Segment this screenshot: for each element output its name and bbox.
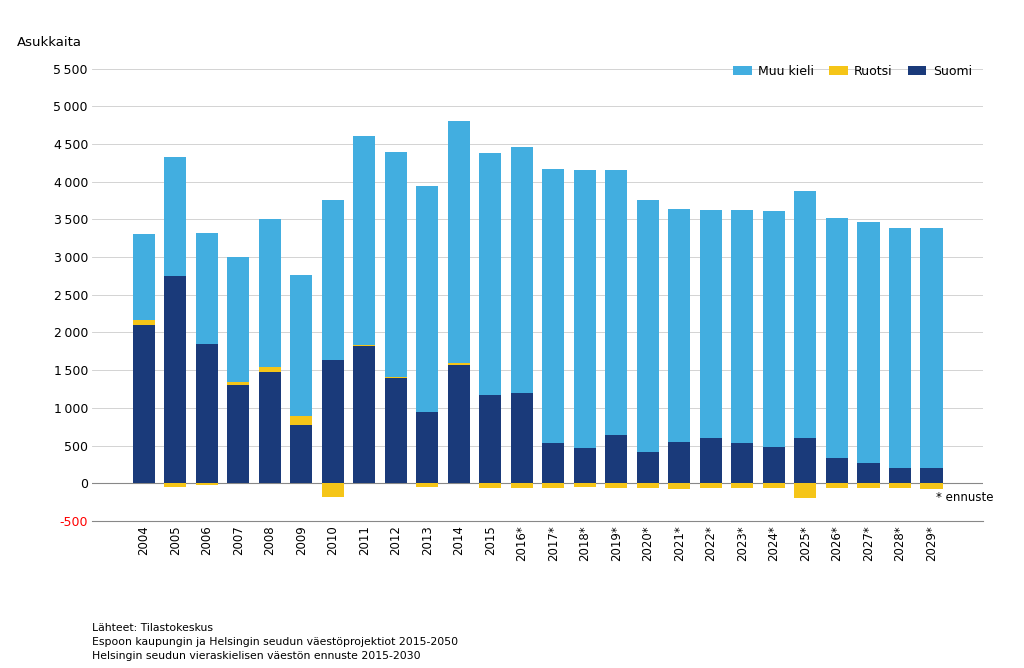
Bar <box>605 435 628 484</box>
Bar <box>385 152 407 377</box>
Bar <box>511 393 532 484</box>
Bar <box>795 484 816 498</box>
Bar <box>479 484 502 488</box>
Bar <box>290 275 312 416</box>
Bar <box>669 442 690 484</box>
Bar <box>133 321 155 325</box>
Bar <box>637 200 658 452</box>
Bar <box>573 484 596 487</box>
Bar <box>605 484 628 488</box>
Bar <box>543 169 564 444</box>
Bar <box>826 484 848 488</box>
Bar <box>573 448 596 484</box>
Bar <box>479 395 502 484</box>
Bar <box>290 416 312 424</box>
Bar <box>543 444 564 484</box>
Bar <box>637 484 658 488</box>
Bar <box>385 379 407 484</box>
Bar <box>669 484 690 488</box>
Bar <box>447 365 470 484</box>
Legend: Muu kieli, Ruotsi, Suomi: Muu kieli, Ruotsi, Suomi <box>728 59 977 83</box>
Bar <box>322 200 344 359</box>
Bar <box>164 276 186 484</box>
Bar <box>511 484 532 488</box>
Bar <box>353 346 376 484</box>
Text: Asukkaita: Asukkaita <box>16 36 82 49</box>
Bar <box>857 463 880 484</box>
Bar <box>133 234 155 321</box>
Bar <box>889 228 911 468</box>
Bar <box>259 218 281 367</box>
Bar <box>731 210 754 443</box>
Bar <box>227 382 249 385</box>
Bar <box>196 344 218 484</box>
Bar <box>637 452 658 484</box>
Text: * ennuste: * ennuste <box>936 492 993 504</box>
Bar <box>417 411 438 484</box>
Bar <box>353 345 376 346</box>
Bar <box>763 484 785 488</box>
Bar <box>133 325 155 484</box>
Bar <box>889 468 911 484</box>
Bar <box>763 447 785 484</box>
Text: Lähteet: Tilastokeskus
Espoon kaupungin ja Helsingin seudun väestöprojektiot 201: Lähteet: Tilastokeskus Espoon kaupungin … <box>92 623 459 661</box>
Bar <box>543 484 564 488</box>
Bar <box>259 367 281 371</box>
Bar <box>447 363 470 365</box>
Bar <box>699 210 722 438</box>
Bar <box>826 218 848 458</box>
Bar <box>196 233 218 344</box>
Bar <box>763 211 785 447</box>
Bar <box>857 484 880 488</box>
Bar <box>699 438 722 484</box>
Bar <box>259 371 281 484</box>
Bar <box>921 228 942 468</box>
Bar <box>795 438 816 484</box>
Bar <box>353 136 376 345</box>
Bar <box>795 192 816 438</box>
Bar <box>731 443 754 484</box>
Bar <box>857 222 880 463</box>
Bar <box>699 484 722 488</box>
Bar <box>921 468 942 484</box>
Bar <box>417 186 438 411</box>
Bar <box>385 377 407 379</box>
Bar <box>511 147 532 393</box>
Bar <box>227 257 249 382</box>
Bar <box>605 170 628 435</box>
Bar <box>447 122 470 363</box>
Bar <box>826 458 848 484</box>
Bar <box>196 484 218 485</box>
Bar <box>164 484 186 487</box>
Bar <box>322 484 344 497</box>
Bar <box>731 484 754 488</box>
Bar <box>417 484 438 487</box>
Bar <box>889 484 911 488</box>
Bar <box>573 170 596 448</box>
Bar <box>290 424 312 484</box>
Bar <box>322 359 344 484</box>
Bar <box>164 157 186 276</box>
Bar <box>669 209 690 442</box>
Bar <box>921 484 942 488</box>
Bar <box>479 153 502 395</box>
Bar <box>227 385 249 484</box>
